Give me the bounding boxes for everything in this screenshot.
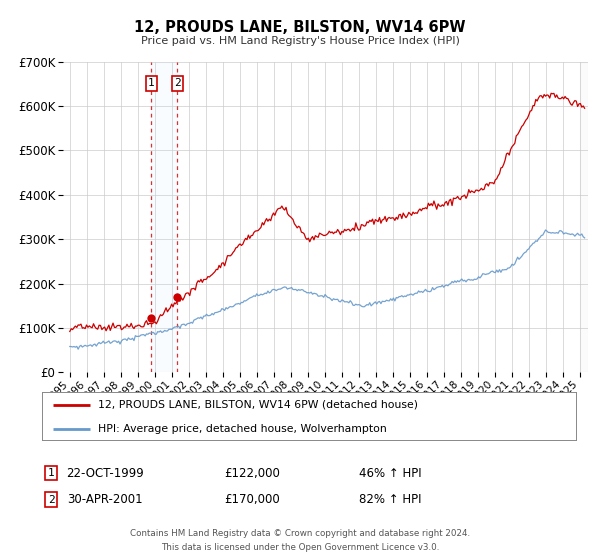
Text: 12, PROUDS LANE, BILSTON, WV14 6PW (detached house): 12, PROUDS LANE, BILSTON, WV14 6PW (deta… xyxy=(98,400,418,410)
Text: This data is licensed under the Open Government Licence v3.0.: This data is licensed under the Open Gov… xyxy=(161,543,439,552)
Text: Contains HM Land Registry data © Crown copyright and database right 2024.: Contains HM Land Registry data © Crown c… xyxy=(130,529,470,538)
Text: HPI: Average price, detached house, Wolverhampton: HPI: Average price, detached house, Wolv… xyxy=(98,424,387,434)
Text: 22-OCT-1999: 22-OCT-1999 xyxy=(66,466,144,480)
Text: 30-APR-2001: 30-APR-2001 xyxy=(67,493,143,506)
Text: 46% ↑ HPI: 46% ↑ HPI xyxy=(359,466,421,480)
Text: 12, PROUDS LANE, BILSTON, WV14 6PW: 12, PROUDS LANE, BILSTON, WV14 6PW xyxy=(134,20,466,35)
Text: £170,000: £170,000 xyxy=(224,493,280,506)
Bar xyxy=(151,62,178,372)
Text: 2: 2 xyxy=(174,78,181,88)
Text: £122,000: £122,000 xyxy=(224,466,280,480)
Text: 82% ↑ HPI: 82% ↑ HPI xyxy=(359,493,421,506)
Text: 2: 2 xyxy=(47,494,55,505)
Text: Price paid vs. HM Land Registry's House Price Index (HPI): Price paid vs. HM Land Registry's House … xyxy=(140,36,460,46)
Text: 1: 1 xyxy=(148,78,155,88)
Text: 1: 1 xyxy=(47,468,55,478)
Bar xyxy=(580,62,588,372)
